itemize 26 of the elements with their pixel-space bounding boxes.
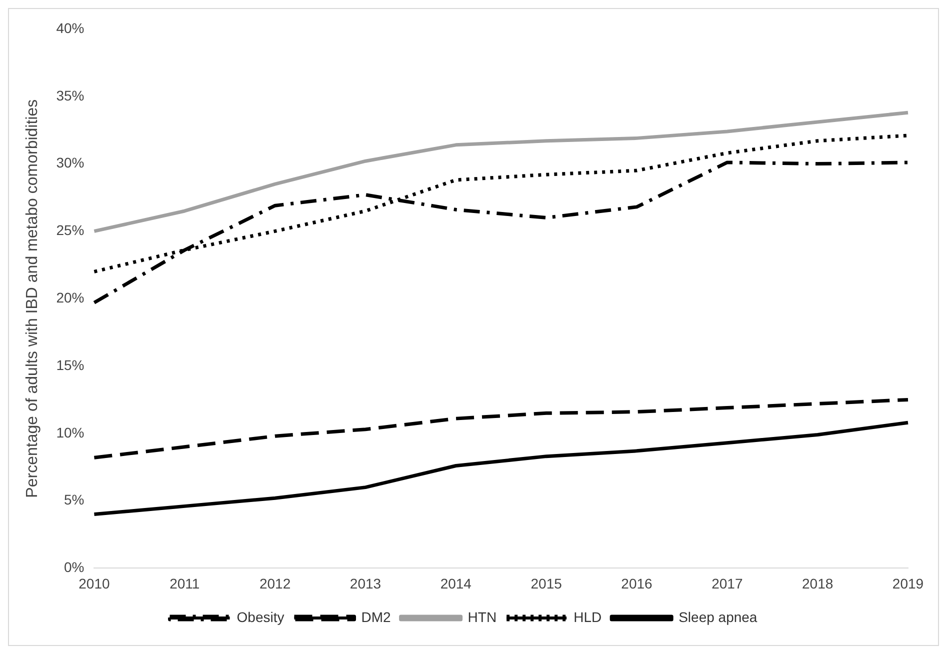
y-tick-label: 30% — [56, 154, 84, 171]
y-tick-label: 15% — [56, 356, 84, 373]
y-tick-label: 20% — [56, 289, 84, 306]
y-tick-label: 10% — [56, 424, 84, 440]
x-tick-label: 2011 — [170, 575, 200, 592]
y-tick-label: 0% — [64, 559, 84, 576]
x-tick-label: 2018 — [802, 575, 834, 592]
x-tick-label: 2010 — [78, 575, 110, 592]
legend-label: HTN — [468, 608, 497, 625]
x-tick-label: 2017 — [712, 575, 743, 592]
legend-label: HLD — [574, 608, 602, 625]
x-tick-label: 2013 — [350, 575, 382, 592]
y-axis-title: Percentage of adults with IBD and metabo comorbidities — [24, 99, 42, 498]
x-tick-label: 2016 — [621, 575, 653, 592]
y-tick-label: 40% — [56, 20, 84, 36]
legend-label: DM2 — [361, 608, 392, 625]
y-tick-label: 35% — [56, 87, 84, 104]
legend-label: Obesity — [236, 608, 284, 625]
x-tick-label: 2015 — [530, 575, 562, 592]
y-tick-label: 25% — [56, 222, 84, 238]
line-series — [92, 398, 910, 460]
x-tick-label: 2014 — [440, 575, 472, 592]
y-tick-label: 5% — [64, 492, 84, 508]
legend-label: Sleep apnea — [678, 608, 758, 625]
x-tick-label: 2019 — [892, 575, 924, 592]
x-tick-label: 2012 — [259, 575, 291, 592]
